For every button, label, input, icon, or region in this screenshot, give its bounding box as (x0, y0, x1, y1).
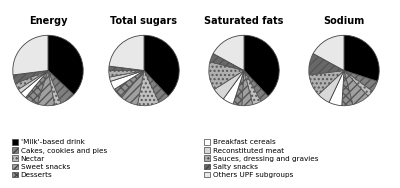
Wedge shape (13, 70, 48, 83)
Wedge shape (18, 70, 48, 93)
Wedge shape (114, 70, 144, 98)
Wedge shape (242, 70, 253, 106)
Wedge shape (244, 35, 279, 96)
Wedge shape (244, 70, 268, 101)
Title: Total sugars: Total sugars (110, 16, 178, 27)
Wedge shape (342, 70, 353, 106)
Wedge shape (13, 35, 48, 75)
Title: Saturated fats: Saturated fats (204, 16, 284, 27)
Wedge shape (213, 35, 244, 70)
Wedge shape (214, 70, 244, 99)
Wedge shape (15, 70, 48, 89)
Wedge shape (318, 70, 344, 102)
Wedge shape (48, 70, 74, 103)
Title: Energy: Energy (29, 16, 67, 27)
Wedge shape (344, 70, 368, 105)
Wedge shape (344, 35, 379, 81)
Wedge shape (144, 35, 179, 96)
Wedge shape (233, 70, 244, 106)
Wedge shape (122, 70, 144, 105)
Wedge shape (48, 35, 83, 95)
Title: Sodium: Sodium (323, 16, 365, 27)
Wedge shape (344, 70, 372, 96)
Wedge shape (344, 70, 378, 91)
Wedge shape (110, 70, 144, 89)
Wedge shape (144, 70, 168, 102)
Wedge shape (209, 62, 244, 89)
Wedge shape (313, 35, 344, 70)
Wedge shape (309, 70, 344, 95)
Wedge shape (109, 35, 144, 70)
Wedge shape (48, 70, 61, 105)
Wedge shape (26, 70, 48, 104)
Wedge shape (110, 70, 144, 81)
Wedge shape (109, 66, 144, 70)
Wedge shape (309, 54, 344, 75)
Wedge shape (21, 70, 48, 98)
Wedge shape (329, 70, 344, 106)
Wedge shape (210, 54, 244, 70)
Wedge shape (223, 70, 244, 104)
Wedge shape (37, 70, 54, 106)
Wedge shape (138, 70, 159, 106)
Wedge shape (109, 70, 144, 77)
Legend: Breakfast cereals, Reconstituted meat, Sauces, dressing and gravies, Salty snack: Breakfast cereals, Reconstituted meat, S… (204, 139, 318, 178)
Wedge shape (244, 70, 261, 105)
